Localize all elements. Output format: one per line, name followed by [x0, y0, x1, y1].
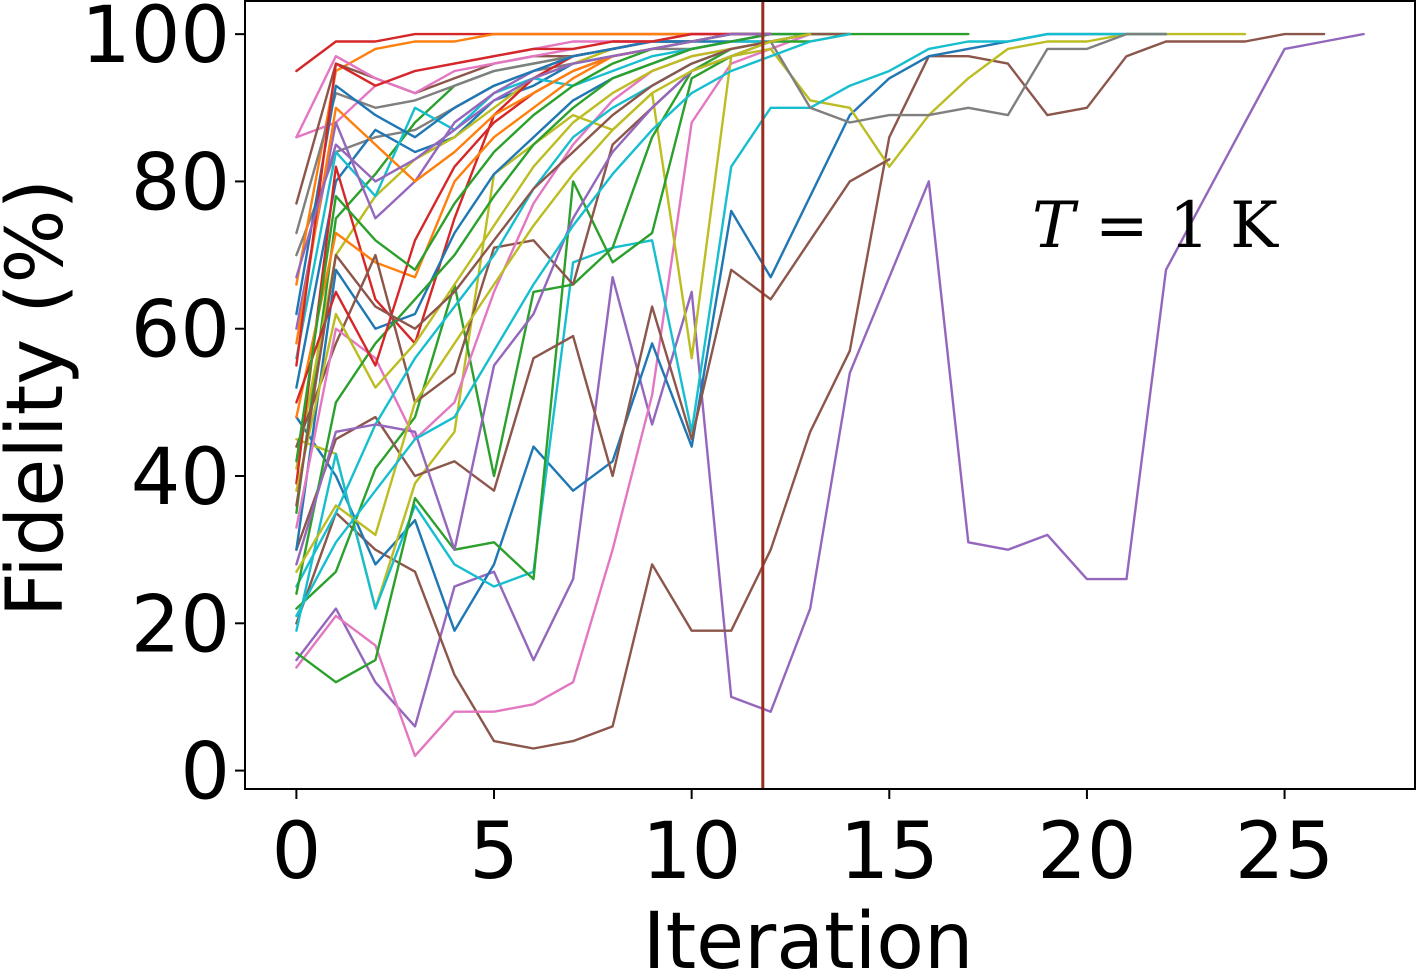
plot-frame: [244, 0, 1416, 790]
series-line-38: [295, 32, 772, 367]
x-tick-label: 0: [272, 807, 322, 897]
x-tick-label: 15: [840, 807, 939, 897]
series-line-6: [295, 32, 1168, 632]
series-line-1: [295, 32, 1365, 728]
y-axis-ticks: 0 20 40 60 80 100: [81, 0, 245, 818]
series-line-28: [295, 32, 812, 595]
y-tick-label: 20: [131, 580, 230, 670]
series-line-12: [295, 32, 693, 286]
y-tick-label: 80: [131, 138, 230, 228]
series-line-10: [295, 158, 891, 551]
x-axis-ticks: 0 5 10 15 20 25: [272, 789, 1334, 897]
x-tick-label: 25: [1235, 807, 1334, 897]
y-tick-label: 60: [131, 286, 230, 376]
y-tick-label: 40: [131, 433, 230, 523]
x-axis-label: Iteration: [643, 897, 974, 972]
series-line-2: [295, 32, 1326, 750]
series-line-5: [295, 32, 1247, 610]
y-tick-label: 0: [180, 728, 230, 818]
series-layer: [295, 32, 1365, 758]
y-axis-label: Fidelity (%): [0, 179, 81, 617]
temperature-annotation: T = 1 K: [1032, 189, 1279, 263]
series-line-39: [295, 32, 772, 279]
y-tick-label: 100: [81, 0, 230, 81]
series-line-35: [295, 32, 851, 507]
series-line-37: [295, 32, 851, 618]
series-line-36: [295, 32, 812, 573]
annotation-relation: = 1 K: [1075, 189, 1279, 263]
series-line-8: [295, 32, 970, 684]
x-tick-label: 5: [469, 807, 519, 897]
x-tick-label: 20: [1037, 807, 1136, 897]
x-tick-label: 10: [642, 807, 741, 897]
annotation-symbol: T: [1032, 189, 1079, 263]
